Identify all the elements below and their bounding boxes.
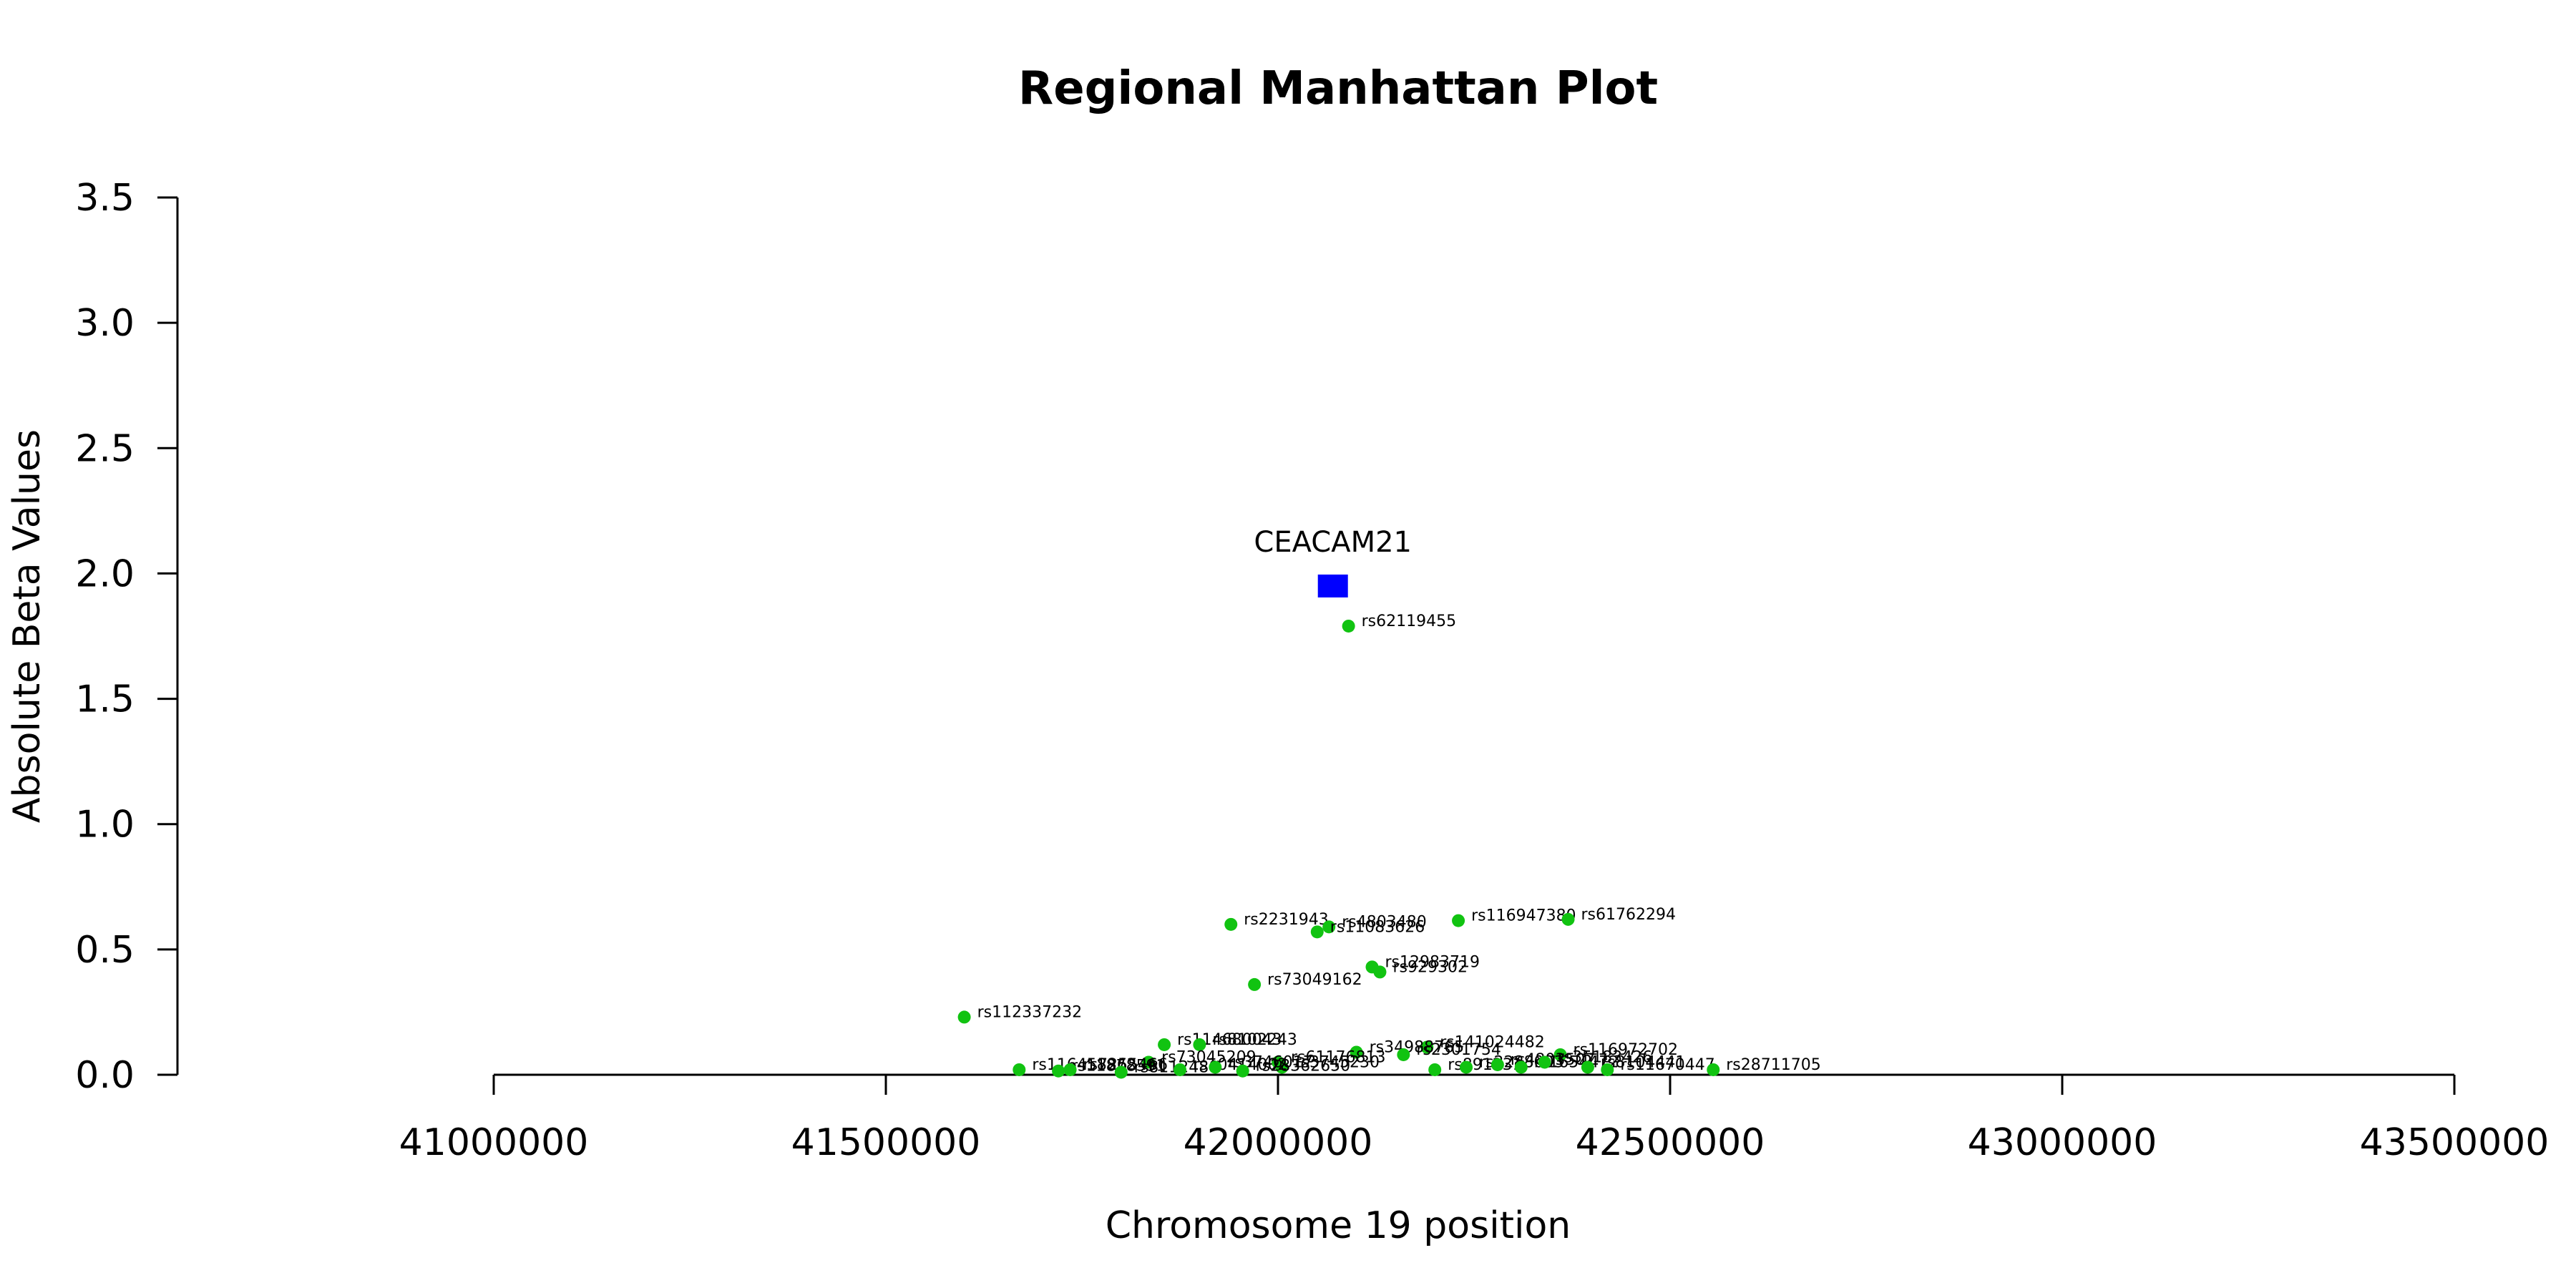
snp-point [1373,965,1387,979]
snp-point [1514,1060,1528,1074]
snp-label: rs141024482 [1440,1033,1544,1051]
snp-point [1491,1058,1504,1071]
snp-point [1601,1063,1614,1076]
snp-label: rs73049162 [1267,971,1362,989]
snp-point [1322,920,1336,934]
snp-label: rs34988765 [1370,1038,1464,1056]
snp-label: rs8102243 [1212,1031,1297,1049]
snp-point [1052,1064,1065,1078]
snp-point [1553,1048,1567,1061]
x-tick-label: 43500000 [2360,1121,2550,1164]
y-tick-label: 0.5 [75,929,135,972]
x-tick-label: 42000000 [1184,1121,1373,1164]
snp-point [1538,1055,1551,1069]
snp-point [1428,1063,1442,1076]
snp-point [1342,619,1355,633]
snp-point [1350,1045,1363,1059]
snp-label: rs11670447 [1620,1056,1714,1074]
snp-point [1142,1055,1156,1069]
snp-label: rs12983719 [1385,953,1480,971]
snp-label: rs35183426 [1558,1048,1652,1066]
snp-point [957,1010,971,1024]
snp-point [1174,1063,1186,1076]
snp-point [1397,1048,1410,1061]
snp-label: rs8104441 [1601,1053,1686,1071]
snp-point [1114,1065,1128,1079]
snp-point [1460,1060,1473,1074]
x-tick-label: 43000000 [1968,1121,2157,1164]
snp-point [1063,1063,1077,1076]
snp-label: rs116972702 [1574,1041,1678,1059]
snp-point [1236,1064,1249,1078]
x-tick-label: 41500000 [791,1121,981,1164]
snp-label: rs2231943 [1244,911,1329,929]
snp-point [1158,1038,1171,1051]
snp-point [1707,1063,1720,1076]
snp-label: rs61762294 [1581,906,1676,924]
chart-title: Regional Manhattan Plot [1018,62,1658,115]
y-axis-title: Absolute Beta Values [6,429,49,823]
snp-label: rs28362650 [1256,1058,1350,1075]
snp-point [1420,1040,1434,1054]
snp-label: rs3745230 [1294,1053,1380,1071]
gene-points: CEACAM21 [1254,526,1412,597]
snp-label: rs929302 [1392,958,1468,976]
y-tick-label: 3.0 [75,302,135,345]
snp-point [1561,912,1575,926]
snp-point [1248,977,1262,991]
snp-label: rs2301754 [1416,1041,1501,1059]
x-tick-label: 41000000 [399,1121,589,1164]
y-tick-label: 3.5 [75,177,135,220]
gene-marker [1317,574,1348,597]
y-tick-label: 1.5 [75,678,135,721]
snp-label: rs61176813 [1291,1048,1385,1066]
x-tick-label: 42500000 [1576,1121,1765,1164]
x-axis: 41000000 41500000 42000000 42500000 43000000… [399,1073,2550,1164]
snp-label: rs11083626 [1330,918,1425,936]
y-tick-label: 0.0 [75,1054,135,1097]
snp-point [1224,917,1238,931]
snp-point [1310,925,1324,939]
snp-label: rs4803480 [1342,913,1427,931]
snp-point [1581,1060,1594,1074]
y-tick-label: 1.0 [75,804,135,847]
snp-point [1013,1063,1026,1076]
x-axis-title: Chromosome 19 position [1106,1204,1571,1247]
gene-label: CEACAM21 [1254,526,1412,559]
snp-label: rs28711705 [1726,1056,1820,1074]
y-axis: 0.0 0.5 1.0 1.5 2.0 2.5 3.0 3.5 [75,177,179,1097]
snp-point [1209,1060,1222,1074]
snp-point [1275,1060,1289,1074]
snp-label: rs116947380 [1471,907,1576,925]
snp-label: rs62119455 [1362,613,1456,630]
snp-point [1452,914,1465,927]
snp-label: rs112337232 [977,1003,1082,1021]
y-tick-label: 2.0 [75,552,135,595]
snp-label: rs73045209 [1161,1048,1256,1066]
y-tick-label: 2.5 [75,427,135,470]
snp-point [1193,1038,1206,1051]
